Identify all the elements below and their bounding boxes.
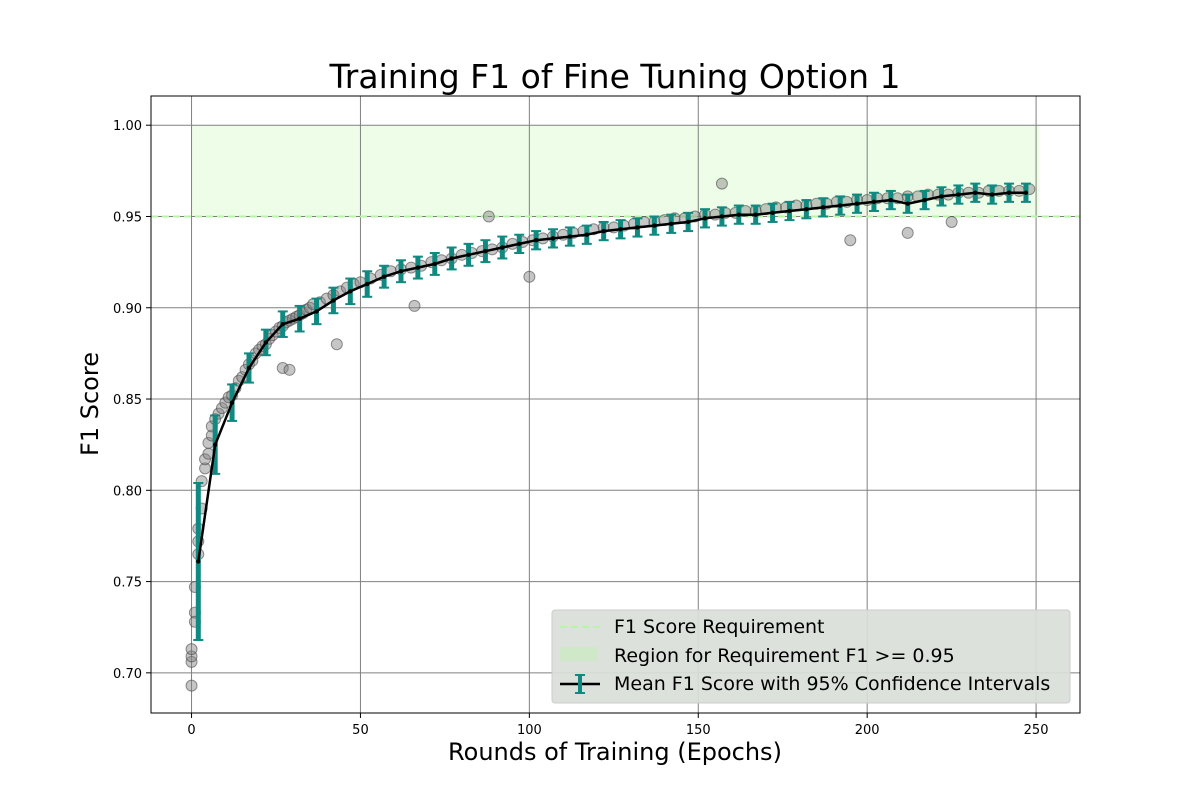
mean-marker	[229, 400, 235, 405]
mean-markers	[196, 190, 1029, 564]
plot-layer: 0 50 100 150 200 250 0.70 0.75 0.80 0.85 0.90 0.95 1…	[113, 95, 1081, 738]
mean-marker	[905, 201, 910, 206]
mean-marker	[517, 241, 522, 247]
mean-marker	[736, 212, 742, 217]
x-tick-label: 0	[187, 723, 195, 738]
mean-marker	[550, 236, 556, 241]
mean-marker	[432, 261, 437, 267]
scatter-point	[1013, 184, 1026, 197]
mean-line	[197, 191, 1026, 562]
mean-marker	[331, 298, 336, 303]
x-tick-label: 100	[517, 723, 542, 738]
scatter-point	[283, 363, 296, 376]
mean-marker	[635, 225, 640, 230]
y-tick-label: 0.85	[113, 393, 142, 408]
mean-marker	[837, 203, 843, 208]
y-tick-label: 0.75	[113, 576, 142, 591]
grid-lines	[151, 96, 1080, 713]
scatter-point	[330, 338, 343, 351]
error-bars	[193, 182, 1031, 641]
y-tick-label: 0.90	[113, 302, 142, 317]
scatter-point	[715, 177, 728, 190]
mean-marker	[297, 316, 302, 321]
mean-marker	[821, 205, 826, 210]
chart-title: Training F1 of Fine Tuning Option 1	[328, 57, 900, 96]
legend-region-swatch	[560, 647, 598, 661]
mean-marker	[212, 442, 218, 447]
mean-marker	[483, 248, 488, 254]
mean-marker	[398, 269, 404, 274]
mean-marker	[989, 192, 995, 197]
mean-marker	[618, 227, 623, 232]
mean-marker	[415, 265, 421, 270]
mean-marker	[854, 201, 860, 206]
mean-marker	[348, 289, 353, 294]
tick-marks	[146, 124, 1037, 718]
y-axis-label: F1 Score	[76, 352, 104, 456]
mean-marker	[196, 559, 201, 564]
legend-region-label: Region for Requirement F1 >= 0.95	[614, 645, 955, 667]
mean-marker	[263, 340, 269, 345]
mean-marker	[804, 206, 809, 212]
mean-marker	[753, 212, 758, 217]
mean-marker	[939, 194, 944, 199]
mean-marker	[770, 210, 775, 216]
mean-marker	[381, 274, 387, 279]
mean-marker	[533, 238, 539, 243]
scatter-point	[408, 299, 421, 312]
x-tick-label: 250	[1024, 723, 1049, 738]
scatter-point	[185, 679, 198, 692]
mean-marker	[922, 197, 927, 203]
y-tick-label: 0.80	[113, 484, 142, 499]
mean-marker	[466, 252, 471, 258]
mean-marker	[584, 232, 589, 237]
mean-marker	[973, 190, 978, 195]
mean-marker	[956, 192, 961, 197]
plot-frame	[150, 95, 1081, 714]
mean-marker	[652, 223, 657, 228]
scatter-point	[185, 643, 198, 656]
mean-marker	[888, 197, 894, 203]
y-tick-label: 0.95	[113, 210, 142, 225]
mean-marker	[702, 216, 708, 221]
y-tick-label: 1.00	[113, 119, 142, 134]
legend: F1 Score Requirement Region for Requireme…	[551, 609, 1071, 704]
mean-marker	[449, 256, 454, 261]
scatter-point	[523, 270, 536, 283]
mean-marker	[1023, 190, 1029, 195]
mean-marker	[280, 321, 285, 327]
mean-marker	[1006, 190, 1012, 195]
x-axis-label: Rounds of Training (Epochs)	[448, 738, 782, 766]
mean-marker	[314, 309, 319, 314]
x-tick-label: 200	[855, 723, 880, 738]
scatter-point	[901, 226, 914, 239]
mean-marker	[669, 221, 674, 226]
mean-marker	[871, 199, 877, 205]
mean-marker	[246, 365, 252, 371]
mean-marker	[365, 281, 370, 287]
scatter-point	[276, 361, 289, 374]
legend-mean-label: Mean F1 Score with 95% Confidence Interv…	[614, 673, 1050, 695]
y-tick-label: 0.70	[113, 667, 142, 682]
legend-box	[551, 609, 1071, 704]
scatter-point	[482, 210, 495, 223]
scatter-point	[844, 234, 857, 247]
mean-marker	[500, 245, 505, 250]
mean-marker	[719, 214, 725, 219]
legend-requirement-label: F1 Score Requirement	[614, 616, 825, 638]
scatter-point	[945, 215, 958, 228]
mean-marker	[787, 208, 792, 214]
mean-marker	[567, 234, 573, 239]
x-tick-label: 150	[686, 723, 711, 738]
mean-marker	[685, 219, 691, 225]
x-tick-label: 50	[352, 723, 369, 738]
mean-marker	[601, 228, 606, 234]
